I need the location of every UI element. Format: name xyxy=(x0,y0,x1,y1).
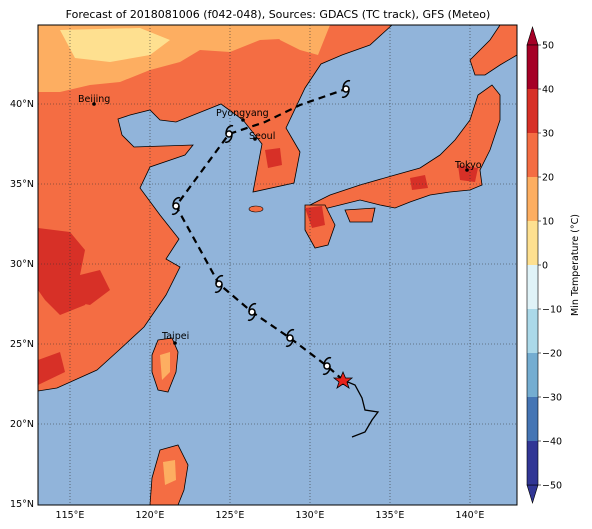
y-label: 25°N xyxy=(10,339,34,350)
land-shape xyxy=(163,460,176,485)
city-label: Pyongyang xyxy=(216,108,269,119)
colorbar-shape xyxy=(527,309,538,353)
colorbar-label: Min Temperature (°C) xyxy=(570,214,581,316)
y-label: 30°N xyxy=(10,259,34,270)
land-shape xyxy=(458,165,478,182)
track xyxy=(171,80,380,438)
track-shape-shape xyxy=(341,80,351,98)
colorbar-shape xyxy=(527,89,538,133)
colorbar-tick-label: 40 xyxy=(542,85,554,96)
y-label: 40°N xyxy=(10,99,34,110)
track-shape-shape-shape xyxy=(341,80,351,98)
colorbar-shape xyxy=(527,397,538,441)
colorbar-tick-label: 20 xyxy=(542,173,554,184)
x-label: 135°E xyxy=(376,510,405,521)
track-shape-shape-shape xyxy=(322,357,332,375)
colorbar-tick-label: 0 xyxy=(542,261,548,272)
land-shape xyxy=(60,270,110,305)
track-shape-shape xyxy=(224,125,234,143)
land-shape xyxy=(410,175,428,190)
colorbar xyxy=(526,25,539,505)
city-dots-shape xyxy=(173,341,177,345)
land-shape xyxy=(248,205,264,213)
track-shape-shape-shape xyxy=(171,197,181,215)
city-dots-shape xyxy=(241,118,245,122)
y-label: 35°N xyxy=(10,179,34,190)
city-dots-shape xyxy=(92,102,96,106)
city-label: Taipei xyxy=(161,331,189,342)
x-label: 115°E xyxy=(56,510,85,521)
map-shape xyxy=(37,24,518,506)
map xyxy=(37,24,518,506)
track-shape xyxy=(342,379,380,438)
land-shape xyxy=(160,352,170,380)
x-label: 120°E xyxy=(136,510,165,521)
x-label: 140°E xyxy=(456,510,485,521)
x-label: 130°E xyxy=(296,510,325,521)
track-shape-shape xyxy=(171,197,181,215)
colorbar-shape xyxy=(526,484,539,505)
land-shape xyxy=(344,207,376,223)
track-shape-shape-shape xyxy=(214,275,224,293)
colorbar-tick-label: −50 xyxy=(542,481,562,492)
city-dots xyxy=(92,102,469,345)
city-label: Beijing xyxy=(78,94,110,105)
track-shape-shape xyxy=(285,329,295,347)
colorbar-shape xyxy=(527,265,538,309)
land xyxy=(38,25,517,505)
track-shape xyxy=(332,370,354,389)
track-shape-shape-shape xyxy=(285,329,295,347)
city-dots-shape xyxy=(465,168,469,172)
land-shape xyxy=(38,352,65,385)
track-shape-shape xyxy=(214,275,224,293)
land-shape xyxy=(469,25,517,76)
colorbar-tick-label: −40 xyxy=(542,437,562,448)
track-shape-shape-shape xyxy=(247,303,257,321)
track-shape-shape xyxy=(247,303,257,321)
colorbar-shape xyxy=(526,25,539,46)
colorbar-tick-label: −10 xyxy=(542,305,562,316)
graticule xyxy=(38,25,517,505)
y-label: 15°N xyxy=(10,499,34,510)
colorbar-shape xyxy=(527,45,538,89)
colorbar-tick-label: 30 xyxy=(542,129,554,140)
land-shape xyxy=(270,25,330,55)
colorbar-tick-label: −20 xyxy=(542,349,562,360)
y-label: 20°N xyxy=(10,419,34,430)
track-shape-shape xyxy=(322,357,332,375)
title: Forecast of 2018081006 (f042-048), Sourc… xyxy=(66,8,491,21)
city-dots-shape xyxy=(253,137,257,141)
land-shape xyxy=(60,28,170,62)
x-label: 125°E xyxy=(216,510,245,521)
land-shape xyxy=(265,148,282,168)
colorbar-shape xyxy=(527,177,538,221)
land-shape xyxy=(309,84,501,211)
track-shape-shape-shape xyxy=(224,125,234,143)
city-label: Seoul xyxy=(249,131,275,142)
city-label: Tokyo xyxy=(454,160,482,171)
track-shape xyxy=(171,80,351,375)
land-shape xyxy=(38,25,393,392)
colorbar-shape xyxy=(527,133,538,177)
colorbar-shape xyxy=(527,441,538,485)
colorbar-shape xyxy=(527,221,538,265)
colorbar-shape xyxy=(527,353,538,397)
colorbar-tick-label: −30 xyxy=(542,393,562,404)
colorbar-tick-label: 50 xyxy=(542,41,554,52)
colorbar-tick-label: 10 xyxy=(542,217,554,228)
